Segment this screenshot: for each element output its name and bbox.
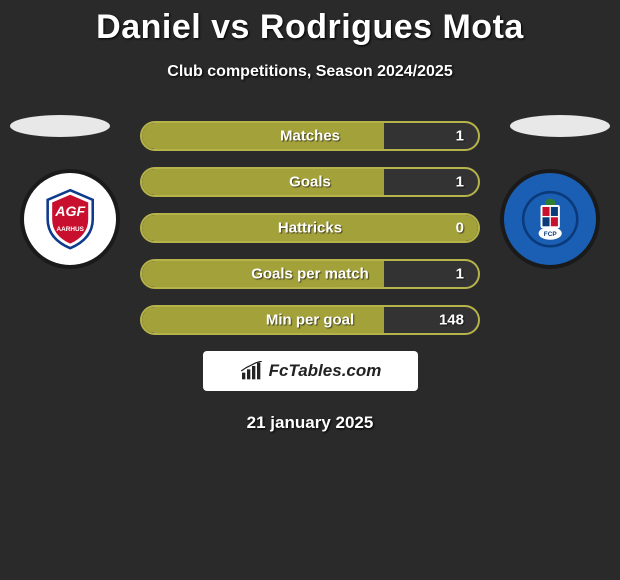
- porto-crest-icon: FCP: [518, 187, 582, 251]
- stat-row: Hattricks0: [140, 213, 480, 243]
- subtitle: Club competitions, Season 2024/2025: [0, 63, 620, 81]
- stat-value: 1: [456, 174, 464, 191]
- svg-text:FCP: FCP: [544, 231, 558, 238]
- stat-label: Goals per match: [142, 266, 478, 283]
- page-title: Daniel vs Rodrigues Mota: [0, 8, 620, 47]
- stat-label: Min per goal: [142, 312, 478, 329]
- stat-label: Matches: [142, 128, 478, 145]
- svg-text:AGF: AGF: [54, 204, 85, 220]
- left-club-badge: AGF AARHUS: [20, 169, 120, 269]
- stat-row: Matches1: [140, 121, 480, 151]
- stat-row: Goals1: [140, 167, 480, 197]
- right-club-badge: FCP: [500, 169, 600, 269]
- brand-text: FcTables.com: [269, 361, 382, 381]
- agf-crest-icon: AGF AARHUS: [38, 187, 102, 251]
- stats-list: Matches1Goals1Hattricks0Goals per match1…: [140, 121, 480, 335]
- stat-value: 1: [456, 266, 464, 283]
- stat-label: Hattricks: [142, 220, 478, 237]
- date-label: 21 january 2025: [0, 413, 620, 433]
- stat-value: 1: [456, 128, 464, 145]
- stat-value: 148: [439, 312, 464, 329]
- comparison-card: Daniel vs Rodrigues Mota Club competitio…: [0, 0, 620, 433]
- stat-row: Goals per match1: [140, 259, 480, 289]
- svg-text:AARHUS: AARHUS: [56, 226, 84, 233]
- stat-row: Min per goal148: [140, 305, 480, 335]
- right-player-ellipse: [510, 115, 610, 137]
- left-player-ellipse: [10, 115, 110, 137]
- chart-icon: [239, 361, 265, 381]
- stat-label: Goals: [142, 174, 478, 191]
- comparison-area: AGF AARHUS FCP Matches1Goals1Hattricks0G…: [0, 121, 620, 433]
- stat-value: 0: [456, 220, 464, 237]
- brand-logo: FcTables.com: [203, 351, 418, 391]
